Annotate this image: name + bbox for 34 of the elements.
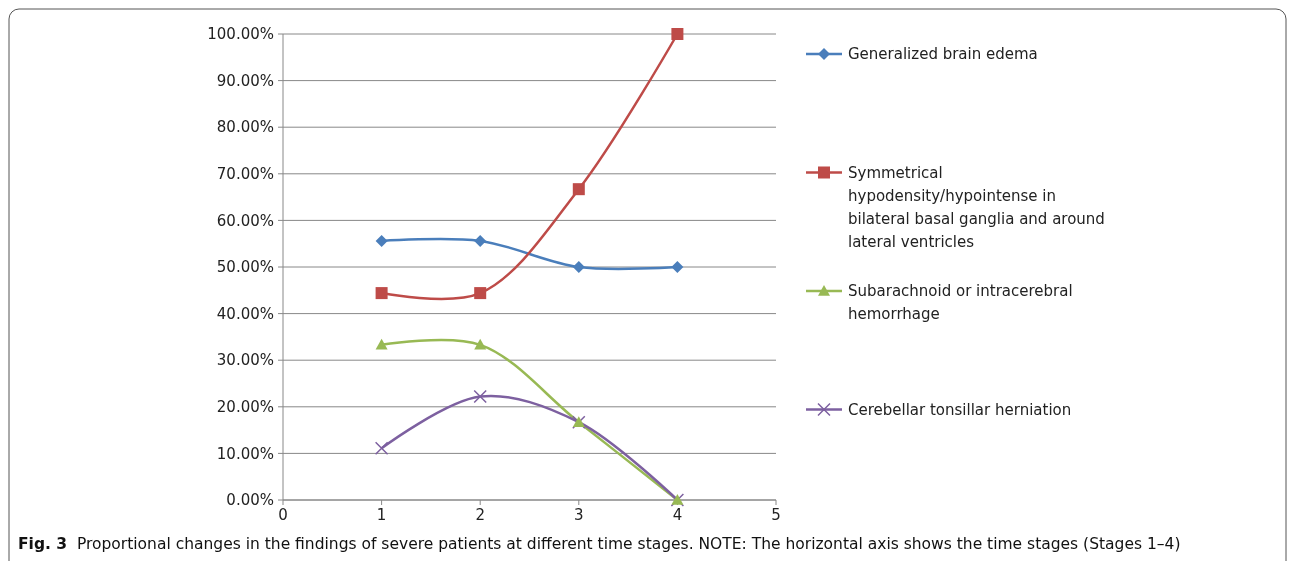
x-tick-label: 2 — [475, 506, 485, 524]
y-tick-label: 100.00% — [207, 25, 274, 44]
y-tick-label: 40.00% — [216, 304, 274, 323]
x-tick-label: 0 — [278, 506, 288, 524]
y-tick-label: 0.00% — [226, 491, 274, 510]
legend-label: Cerebellar tonsillar herniation — [848, 400, 1072, 419]
legend-label: Generalized brain edema — [848, 45, 1038, 64]
y-tick-label: 80.00% — [216, 118, 274, 137]
point — [572, 183, 585, 196]
point — [474, 287, 487, 300]
point — [671, 261, 684, 273]
x-tick-label: 5 — [771, 506, 781, 524]
point — [375, 338, 388, 350]
y-tick-label: 20.00% — [216, 398, 274, 417]
x-tick-label: 4 — [672, 506, 683, 524]
point — [375, 287, 388, 300]
x-tick-label: 1 — [376, 506, 387, 524]
point — [474, 234, 487, 247]
point — [473, 389, 487, 404]
y-tick-label: 30.00% — [216, 351, 274, 370]
y-tick-label: 70.00% — [216, 165, 274, 184]
x-tick-label: 3 — [574, 506, 584, 524]
legend-label: Symmetrical hypodensity/hypointense in bilateral basal ganglia and around lateral ventricles — [848, 163, 1105, 251]
point — [374, 441, 389, 456]
legend-label: Subarachnoid or intracerebral hemorrhage — [848, 282, 1073, 324]
y-tick-label: 60.00% — [216, 211, 274, 230]
point — [572, 261, 585, 273]
y-tick-label: 10.00% — [216, 444, 274, 463]
y-tick-label: 50.00% — [216, 258, 274, 277]
point — [375, 234, 388, 247]
y-tick-label: 90.00% — [216, 71, 274, 90]
point — [671, 28, 684, 40]
point — [474, 338, 487, 350]
caption: Fig. 3 Proportional changes in the findings of severe patients at different time stages. NOTE: The horizontal axis shows the time stages (Stages 1–4) — [18, 535, 1181, 553]
